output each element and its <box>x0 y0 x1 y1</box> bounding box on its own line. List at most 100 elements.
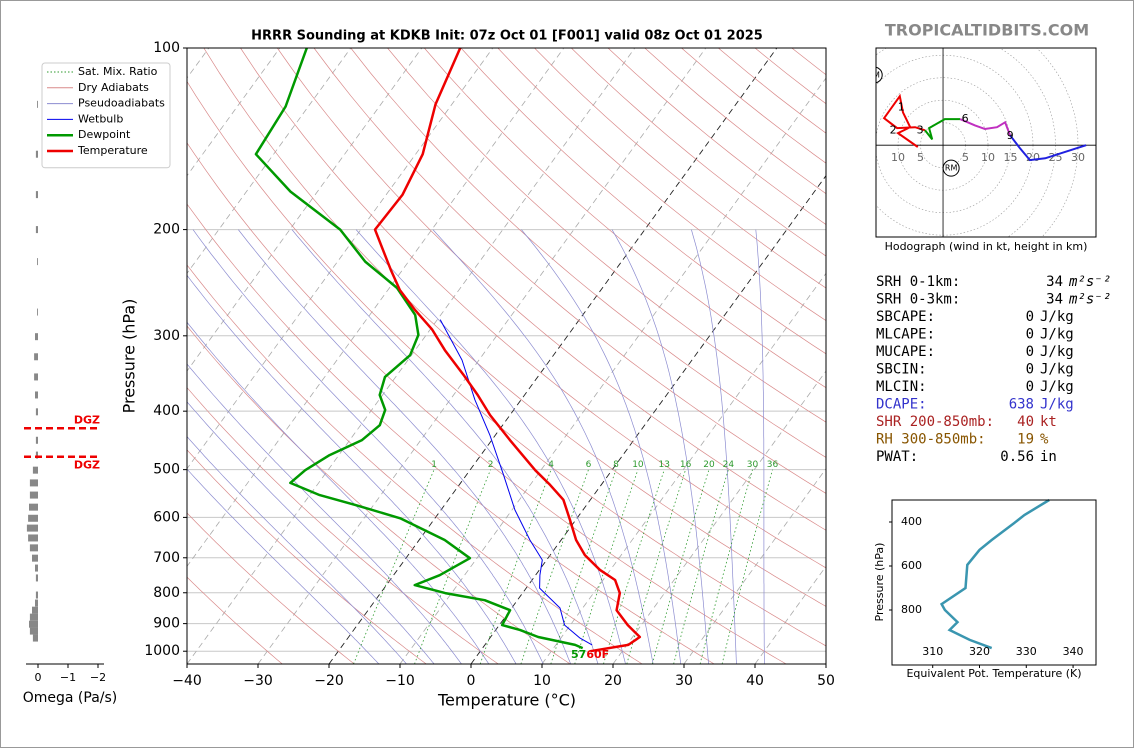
legend: Sat. Mix. Ratio Dry Adiabats Pseudoadiabat… <box>41 62 171 169</box>
stat-value: 0 <box>1026 362 1034 378</box>
stat-value: 0 <box>1026 309 1034 325</box>
legend-label: Wetbulb <box>78 112 123 125</box>
pseudoadiabat <box>187 363 462 664</box>
stat-unit: in <box>1040 449 1057 465</box>
hodograph-tick-label: 10 <box>981 151 995 164</box>
height-label: 3 <box>917 123 924 136</box>
hodograph-line <box>959 118 1012 136</box>
mixing-ratio-line <box>651 469 710 664</box>
stat-value: 638 <box>1009 397 1034 413</box>
legend-label: Dewpoint <box>78 128 131 141</box>
stat-value: 34 <box>1046 274 1063 290</box>
stat-unit: m²s⁻² <box>1068 274 1111 290</box>
storm-motion-label: LM <box>869 71 880 80</box>
omega-tick-label: −1 <box>60 671 76 684</box>
x-tick-label: 50 <box>817 673 835 689</box>
x-tick-label: −40 <box>172 673 202 689</box>
stat-label: MUCAPE: <box>876 344 935 360</box>
mixing-ratio-label: 30 <box>747 460 759 470</box>
omega-bar <box>32 554 38 562</box>
dry-adiabat <box>424 48 826 389</box>
omega-bar <box>37 258 38 266</box>
mixing-ratio-line <box>721 469 773 664</box>
thetae-y-tick-label: 600 <box>901 559 922 572</box>
isotherm <box>257 48 707 664</box>
omega-tick-label: −2 <box>90 671 106 684</box>
stat-value: 0.56 <box>1000 449 1034 465</box>
pseudoadiabat <box>611 229 709 664</box>
stat-unit: m²s⁻² <box>1068 292 1111 308</box>
legend-label: Dry Adiabats <box>78 81 149 94</box>
isotherm <box>187 48 281 177</box>
y-tick-label: 100 <box>153 40 180 56</box>
omega-bar <box>34 353 38 361</box>
isotherm <box>187 48 352 275</box>
mixing-ratio-line <box>574 469 639 664</box>
y-tick-label: 300 <box>153 328 180 344</box>
omega-bar <box>29 479 38 487</box>
y-tick-label: 900 <box>153 616 180 632</box>
stat-unit: J/kg <box>1040 309 1074 325</box>
stat-label: SBCAPE: <box>876 309 935 325</box>
hodograph-tick-label: 30 <box>1071 151 1085 164</box>
omega-bar <box>26 524 38 532</box>
omega-axis-label: Omega (Pa/s) <box>23 690 118 706</box>
pseudoadiabat <box>187 321 490 664</box>
stat-label: RH 300-850mb: <box>876 432 986 448</box>
mixing-ratio-line <box>550 469 617 664</box>
x-tick-label: 20 <box>604 673 622 689</box>
watermark: TROPICALTIDBITS.COM <box>885 21 1089 40</box>
dgz-label: DGZ <box>74 413 100 426</box>
thetae-frame <box>891 499 1097 666</box>
y-tick-label: 800 <box>153 585 180 601</box>
y-tick-label: 700 <box>153 550 180 566</box>
sounding-line <box>254 48 584 650</box>
thetae-line <box>939 498 1050 650</box>
mixing-ratio-label: 6 <box>586 460 592 470</box>
skewt-plot <box>187 48 826 664</box>
omega-tick-label: 0 <box>35 671 42 684</box>
storm-motion-label: RM <box>945 164 958 173</box>
height-label: 2 <box>890 123 897 136</box>
y-tick-label: 500 <box>153 462 180 478</box>
omega-bar <box>35 451 38 459</box>
hodograph-tick-label: 5 <box>917 151 924 164</box>
dry-adiabat <box>187 512 355 664</box>
hodograph: 1055101520253012369LMRM <box>869 48 1096 237</box>
omega-bar <box>32 634 38 642</box>
omega-bar <box>37 100 38 108</box>
stat-unit: J/kg <box>1040 327 1074 343</box>
thetae-y-tick-label: 400 <box>901 515 922 528</box>
mixing-ratio-line <box>520 469 589 664</box>
omega-bar <box>28 534 38 542</box>
isotherm <box>187 48 423 372</box>
omega-bar <box>29 544 38 552</box>
y-tick-label: 600 <box>153 509 180 525</box>
x-axis-label: Temperature (°C) <box>437 691 576 710</box>
hodograph-line <box>924 118 961 141</box>
height-label: 9 <box>1007 129 1014 142</box>
mixing-ratio-line <box>414 469 491 664</box>
mixing-ratio-label: 20 <box>703 460 715 470</box>
dry-adiabat <box>313 48 826 494</box>
dry-adiabat <box>497 48 826 322</box>
omega-bar <box>35 599 38 607</box>
dry-adiabat <box>460 48 826 355</box>
pseudoadiabat <box>187 468 380 664</box>
thetae-y-label: Pressure (hPa) <box>873 543 886 622</box>
surface-temperature-label: 60F <box>586 648 609 661</box>
plot-frame <box>186 47 827 665</box>
dgz-label: DGZ <box>74 459 100 472</box>
omega-bar <box>35 564 38 572</box>
dry-adiabat <box>187 264 643 664</box>
legend-label: Pseudoadiabats <box>78 97 165 110</box>
x-tick-label: 10 <box>533 673 551 689</box>
omega-bar <box>29 613 38 621</box>
dry-adiabat <box>277 48 826 531</box>
stat-label: SHR 200-850mb: <box>876 414 994 430</box>
pseudoadiabat <box>355 229 626 664</box>
x-tick-label: 40 <box>746 673 764 689</box>
x-tick-label: 0 <box>467 673 476 689</box>
stat-label: PWAT: <box>876 449 918 465</box>
surface-dewpoint-label: 57 <box>571 648 586 661</box>
